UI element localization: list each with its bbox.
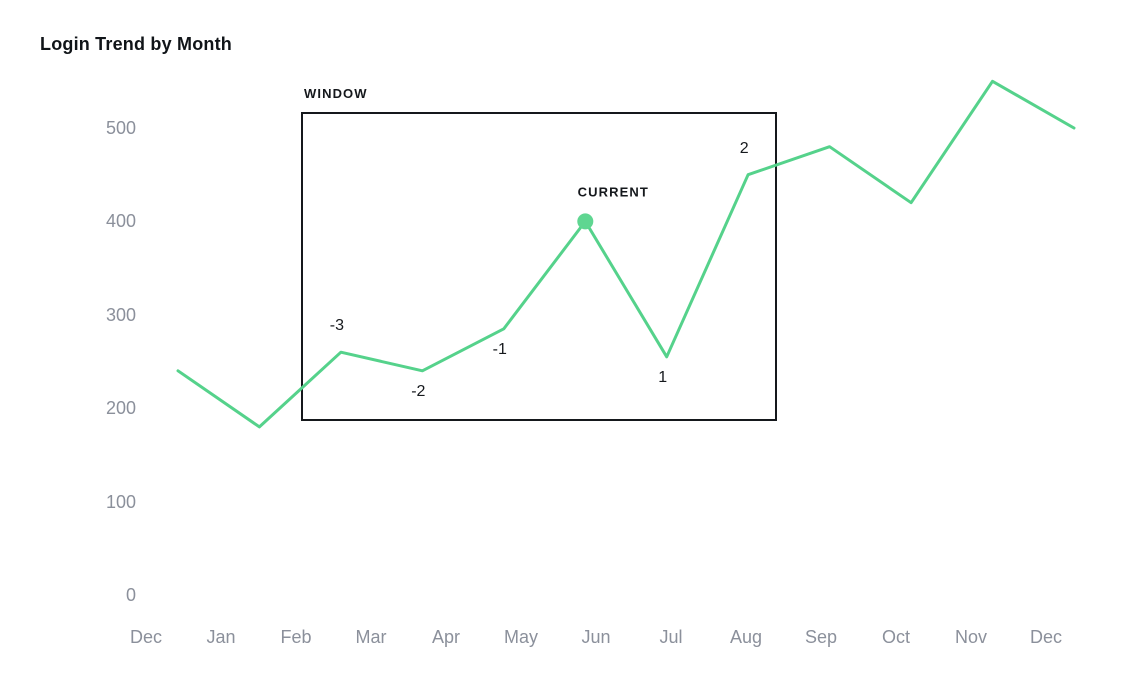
- x-tick-label-2-Feb: Feb: [280, 627, 312, 647]
- y-tick-label-100: 100: [105, 491, 136, 512]
- window-annotation-box: [301, 112, 777, 421]
- x-tick-label-10-Oct: Oct: [881, 627, 910, 647]
- y-tick-label-500: 500: [105, 118, 136, 138]
- window-annotation-label: WINDOW: [304, 86, 368, 101]
- y-tick-label-400: 400: [105, 211, 136, 232]
- current-annotation-label: CURRENT: [577, 184, 649, 200]
- x-tick-label-3-Mar: Mar: [355, 627, 387, 647]
- x-tick-label-9-Sep: Sep: [804, 627, 838, 647]
- x-tick-label-4-Apr: Apr: [431, 627, 460, 647]
- offset-label--3: -3: [329, 317, 345, 335]
- chart-title: Login Trend by Month: [40, 34, 232, 54]
- x-tick-label-7-Jul: Jul: [659, 627, 683, 647]
- x-tick-label-8-Aug: Aug: [729, 627, 763, 647]
- x-tick-label-11-Nov: Nov: [954, 627, 987, 647]
- x-tick-label-1-Jan: Jan: [206, 627, 236, 647]
- offset-label--1: -1: [492, 340, 507, 358]
- y-tick-label-0: 0: [125, 585, 136, 605]
- offset-label--2: -2: [411, 382, 426, 400]
- x-tick-label-0-Dec: Dec: [129, 627, 162, 647]
- current-point-marker: [577, 213, 594, 230]
- x-tick-label-6-Jun: Jun: [581, 627, 611, 647]
- login-trend-line: [176, 79, 1076, 429]
- y-tick-label-300: 300: [105, 304, 136, 325]
- offset-label-2: 2: [739, 139, 749, 157]
- y-tick-label-200: 200: [105, 398, 136, 419]
- offset-label-1: 1: [658, 368, 668, 386]
- x-tick-label-12-Dec: Dec: [1029, 627, 1062, 647]
- x-tick-label-5-May: May: [503, 627, 538, 647]
